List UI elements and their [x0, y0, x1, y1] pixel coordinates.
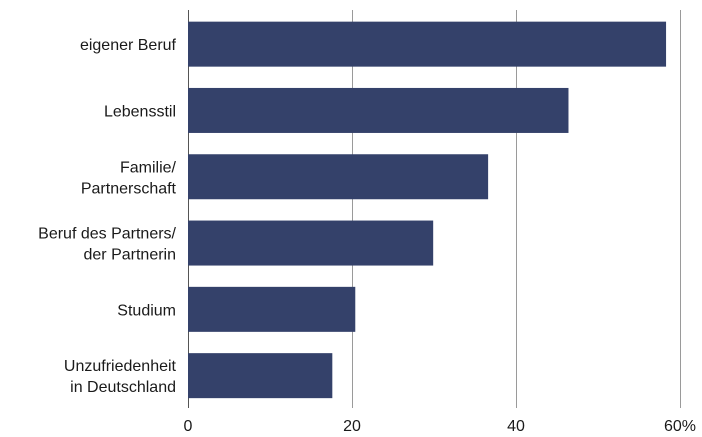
category-label-4: Studium — [117, 302, 176, 319]
category-label-line: der Partnerin — [84, 247, 177, 264]
category-label-line: eigener Beruf — [80, 37, 177, 54]
category-label-line: Studium — [117, 302, 176, 319]
category-label-2: Familie/Partnerschaft — [81, 159, 177, 197]
category-labels: eigener Beruf Lebensstil Familie/Partnersc… — [38, 37, 176, 396]
bar-5 — [188, 353, 333, 399]
gridlines — [188, 10, 681, 408]
bar-0 — [188, 21, 667, 67]
x-tick-label-40: 40 — [507, 418, 525, 435]
category-label-line: Familie/ — [120, 159, 177, 176]
x-tick-label-60: 60% — [664, 418, 696, 435]
bars — [188, 21, 667, 399]
x-tick-label-0: 0 — [184, 418, 193, 435]
bar-2 — [188, 154, 489, 200]
category-label-3: Beruf des Partners/der Partnerin — [38, 226, 176, 264]
x-tick-labels: 0 20 40 60% — [184, 418, 696, 435]
category-label-1: Lebensstil — [104, 103, 176, 120]
x-tick-label-20: 20 — [343, 418, 361, 435]
category-label-line: Unzufriedenheit — [64, 358, 177, 375]
bar-4 — [188, 286, 356, 332]
category-label-0: eigener Beruf — [80, 37, 177, 54]
category-label-line: in Deutschland — [70, 379, 176, 396]
bar-3 — [188, 220, 434, 266]
category-label-line: Beruf des Partners/ — [38, 226, 176, 243]
bar-1 — [188, 87, 569, 133]
category-label-line: Partnerschaft — [81, 180, 177, 197]
category-label-5: Unzufriedenheit in Deutschland — [64, 358, 177, 396]
category-label-line: Lebensstil — [104, 103, 176, 120]
